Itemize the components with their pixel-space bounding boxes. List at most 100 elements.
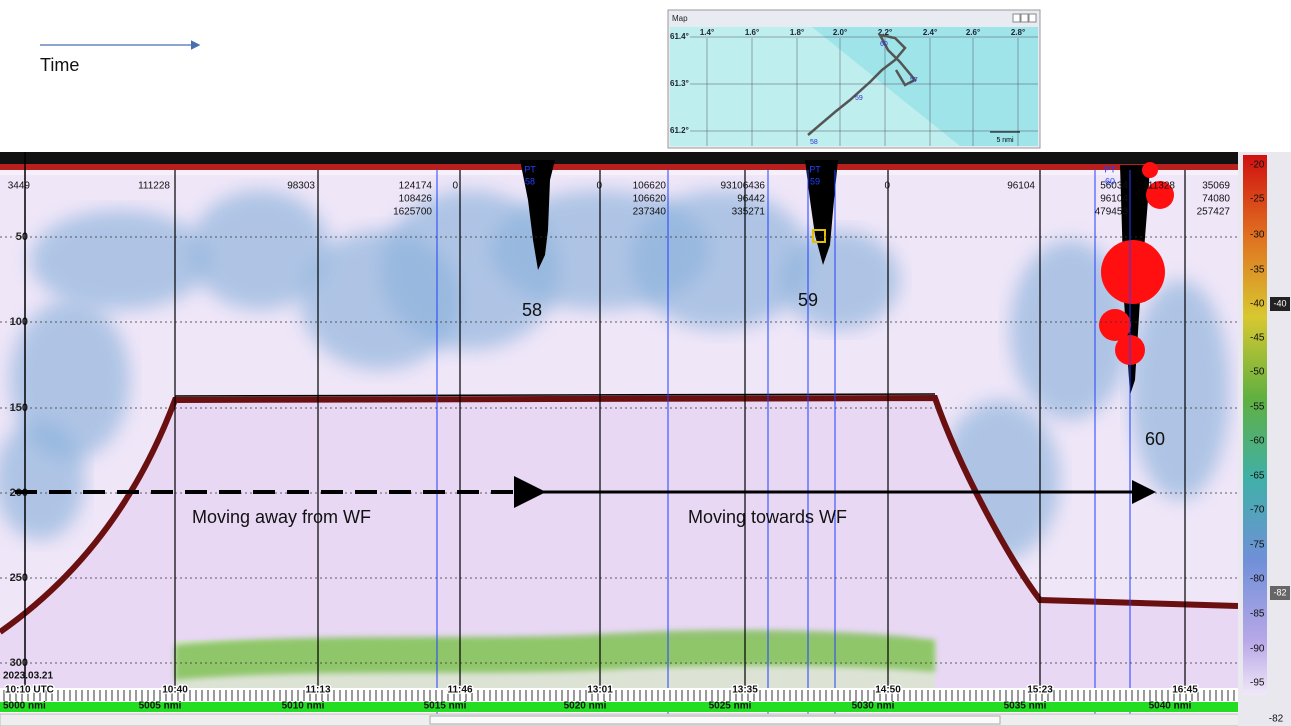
scale-label: -40	[1250, 299, 1265, 310]
sub-bottom	[0, 398, 1238, 690]
minimum-box	[1270, 586, 1290, 600]
time-label: Time	[40, 55, 79, 75]
depth-label: 150	[10, 402, 28, 414]
map-station: 60	[880, 41, 888, 48]
ping-label: 98303	[287, 181, 315, 192]
map-latitude: 61.2°	[670, 126, 689, 135]
scale-label: -30	[1250, 230, 1265, 241]
marker-code: PT	[1104, 164, 1116, 174]
target-marker	[1099, 309, 1131, 341]
time-label: 15:23	[1027, 685, 1053, 696]
scale-label: -20	[1250, 160, 1265, 171]
distance-label: 5030 nmi	[852, 701, 895, 712]
distance-label: 5040 nmi	[1149, 701, 1192, 712]
color-scale	[1243, 155, 1267, 695]
time-label: 14:50	[875, 685, 901, 696]
map-longitude: 2.0°	[833, 28, 847, 37]
ping-label: 96442	[737, 194, 765, 205]
map-button	[1020, 13, 1029, 23]
scale-label: -25	[1250, 194, 1265, 205]
ping-label: 106620	[633, 181, 667, 192]
scale-label: -50	[1250, 367, 1265, 378]
scale-label: -55	[1250, 402, 1265, 413]
map-shade	[812, 27, 1038, 146]
ping-label: 237340	[633, 207, 667, 218]
dive-track	[520, 160, 555, 270]
minimum-label: -82	[1273, 587, 1286, 597]
map-longitude: 2.8°	[1011, 28, 1025, 37]
scale-label: -35	[1250, 265, 1265, 276]
map-title: Map	[672, 14, 688, 23]
ping-label: 479453	[1095, 207, 1129, 218]
marker-id: 59	[810, 176, 820, 186]
scattering-layer	[30, 210, 210, 310]
distance-label: 5000 nmi	[3, 701, 46, 712]
ping-label: 111228	[138, 181, 170, 192]
ping-label: 3449	[8, 181, 31, 192]
map-longitude: 2.2°	[878, 28, 892, 37]
time-label: 13:01	[587, 685, 613, 696]
ping-label: 257427	[1197, 207, 1231, 218]
time-ruler	[0, 688, 1238, 702]
ping-label: 106620	[633, 194, 667, 205]
map-longitude: 2.4°	[923, 28, 937, 37]
direction-label: Moving towards WF	[688, 507, 847, 527]
map-scale: 5 nmi	[996, 137, 1014, 144]
scattering-layer	[0, 420, 85, 540]
map-longitude: 1.6°	[745, 28, 759, 37]
time-label: 13:35	[732, 685, 758, 696]
map-button	[1012, 13, 1021, 23]
bottom-label: -82	[1269, 714, 1284, 725]
depth-label: 50	[16, 231, 28, 243]
map-longitude: 1.8°	[790, 28, 804, 37]
scattering-layer	[1130, 280, 1230, 500]
time-label: 11:46	[447, 685, 472, 696]
station-annotation: 60	[1145, 429, 1165, 449]
ping-label: 96104	[1100, 194, 1128, 205]
marker-code: PT	[524, 164, 536, 174]
scattering-layer	[780, 230, 900, 330]
scale-label: -70	[1250, 505, 1265, 516]
marker-id: 60	[1105, 176, 1115, 186]
map-button	[1028, 13, 1037, 23]
threshold-label: -40	[1273, 298, 1286, 308]
ping-label: 96104	[1007, 181, 1035, 192]
ping-label: 74080	[1202, 194, 1230, 205]
threshold-box	[1270, 297, 1290, 311]
map-station: 58	[810, 139, 818, 146]
direction-label: Moving away from WF	[192, 507, 371, 527]
map-station: 57	[910, 77, 918, 84]
ping-label: 0	[596, 181, 602, 192]
dive-track	[805, 160, 838, 265]
marker-code: PT	[809, 164, 821, 174]
marker-id: 58	[525, 176, 535, 186]
ping-label: 93106436	[721, 181, 766, 192]
scale-label: -80	[1250, 574, 1265, 585]
scale-label: -60	[1250, 436, 1265, 447]
ping-label: 335271	[732, 207, 766, 218]
time-label: 10:40	[162, 685, 188, 696]
distance-label: 5005 nmi	[139, 701, 182, 712]
date-label: 2023.03.21	[3, 671, 53, 682]
time-label: 10:10 UTC	[5, 685, 54, 696]
scattering-layer	[630, 190, 810, 330]
distance-label: 5020 nmi	[564, 701, 607, 712]
ping-label: 108426	[399, 194, 433, 205]
target-marker	[1101, 240, 1165, 304]
map-latitude: 61.4°	[670, 32, 689, 41]
scale-label: -45	[1250, 333, 1265, 344]
distance-label: 5015 nmi	[424, 701, 467, 712]
ping-label: 111328	[1143, 181, 1175, 192]
scale-label: -75	[1250, 540, 1265, 551]
map-longitude: 1.4°	[700, 28, 714, 37]
surface-strip	[0, 152, 1238, 166]
selection-box	[812, 229, 826, 243]
scale-label: -90	[1250, 644, 1265, 655]
depth-label: 250	[10, 572, 28, 584]
target-marker	[1146, 181, 1174, 209]
ping-label: 35069	[1202, 181, 1230, 192]
time-label: 16:45	[1172, 685, 1198, 696]
station-annotation: 59	[798, 290, 818, 310]
surface-red	[0, 164, 1238, 170]
